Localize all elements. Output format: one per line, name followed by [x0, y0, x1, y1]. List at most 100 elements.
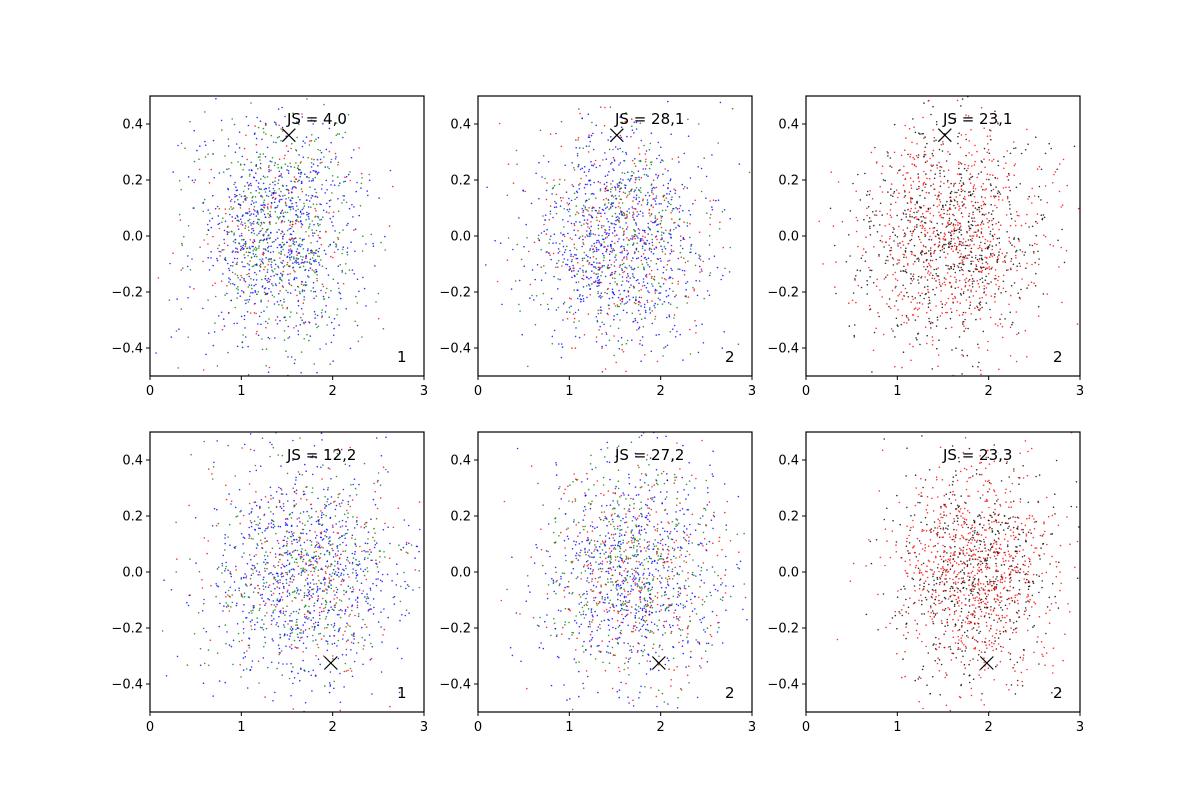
- scatter-point: [355, 494, 358, 496]
- scatter-point: [295, 250, 298, 253]
- scatter-point: [1008, 303, 1010, 306]
- scatter-point: [241, 215, 244, 217]
- scatter-point: [573, 224, 576, 227]
- scatter-point: [680, 256, 683, 259]
- scatter-point: [274, 609, 276, 611]
- scatter-point: [582, 209, 585, 212]
- scatter-point: [641, 336, 644, 338]
- scatter-point: [311, 269, 314, 271]
- scatter-point: [930, 327, 932, 329]
- scatter-point: [282, 266, 285, 268]
- scatter-point: [1004, 318, 1006, 320]
- scatter-point: [318, 545, 321, 548]
- scatter-point: [614, 277, 616, 280]
- scatter-point: [299, 544, 302, 547]
- scatter-point: [889, 307, 892, 310]
- scatter-point: [705, 197, 707, 199]
- scatter-point: [632, 275, 634, 278]
- scatter-point: [632, 268, 635, 271]
- scatter-point: [559, 205, 562, 207]
- scatter-point: [891, 289, 894, 292]
- scatter-point: [320, 188, 323, 190]
- scatter-point: [267, 203, 269, 205]
- scatter-point: [926, 279, 929, 281]
- scatter-point: [581, 257, 584, 260]
- scatter-point: [904, 149, 906, 151]
- scatter-point: [916, 143, 918, 145]
- scatter-point: [641, 238, 643, 240]
- scatter-point: [722, 274, 724, 277]
- scatter-point: [923, 150, 926, 153]
- scatter-point: [950, 200, 953, 203]
- scatter-point: [310, 242, 312, 244]
- scatter-point: [855, 301, 857, 304]
- scatter-point: [279, 299, 282, 302]
- scatter-point: [590, 221, 592, 223]
- scatter-point: [634, 237, 636, 240]
- scatter-point: [654, 315, 657, 318]
- scatter-point: [598, 284, 600, 287]
- scatter-point: [904, 250, 907, 252]
- scatter-point: [602, 238, 604, 240]
- scatter-point: [549, 238, 551, 241]
- scatter-point: [927, 272, 929, 274]
- scatter-point: [387, 526, 389, 528]
- scatter-point: [283, 157, 286, 160]
- scatter-point: [277, 579, 279, 582]
- scatter-point: [914, 297, 916, 299]
- scatter-point: [349, 613, 351, 616]
- scatter-point: [980, 254, 983, 257]
- scatter-point: [356, 181, 358, 184]
- scatter-point: [262, 262, 265, 265]
- scatter-point: [236, 274, 239, 277]
- scatter-point: [607, 198, 610, 201]
- scatter-point: [993, 254, 996, 256]
- scatter-point: [923, 154, 926, 156]
- scatter-point: [958, 209, 960, 211]
- scatter-point: [319, 162, 322, 164]
- scatter-point: [331, 192, 333, 194]
- scatter-point: [1036, 213, 1039, 215]
- scatter-point: [940, 144, 943, 146]
- scatter-point: [600, 132, 603, 134]
- scatter-point: [968, 229, 971, 231]
- scatter-point: [663, 194, 666, 197]
- scatter-point: [272, 187, 275, 190]
- scatter-point: [631, 206, 633, 208]
- scatter-point: [635, 187, 638, 189]
- scatter-point: [547, 161, 550, 163]
- scatter-point: [893, 123, 896, 126]
- scatter-point: [267, 277, 270, 280]
- scatter-point: [288, 279, 290, 281]
- scatter-point: [260, 195, 262, 197]
- scatter-point: [360, 526, 362, 528]
- scatter-point: [313, 158, 315, 161]
- scatter-point: [949, 317, 952, 320]
- scatter-point: [576, 211, 578, 213]
- scatter-point: [261, 261, 264, 264]
- scatter-point: [927, 306, 930, 309]
- scatter-point: [279, 216, 282, 218]
- scatter-point: [656, 224, 658, 226]
- scatter-point: [589, 179, 592, 182]
- scatter-point: [522, 190, 525, 192]
- scatter-point: [931, 336, 934, 338]
- scatter-point: [223, 229, 226, 232]
- scatter-point: [240, 274, 242, 277]
- scatter-point: [971, 154, 973, 156]
- scatter-point: [654, 215, 657, 217]
- scatter-point: [244, 185, 246, 187]
- scatter-point: [979, 254, 981, 257]
- scatter-point: [970, 313, 972, 315]
- scatter-point: [263, 513, 266, 516]
- scatter-point: [555, 193, 558, 196]
- scatter-point: [287, 170, 290, 172]
- scatter-point: [989, 233, 991, 235]
- scatter-point: [948, 231, 950, 233]
- scatter-point: [389, 705, 391, 708]
- scatter-point: [559, 178, 561, 181]
- scatter-point: [234, 193, 236, 196]
- scatter-point: [380, 611, 382, 613]
- scatter-point: [557, 252, 560, 254]
- scatter-point: [898, 192, 900, 194]
